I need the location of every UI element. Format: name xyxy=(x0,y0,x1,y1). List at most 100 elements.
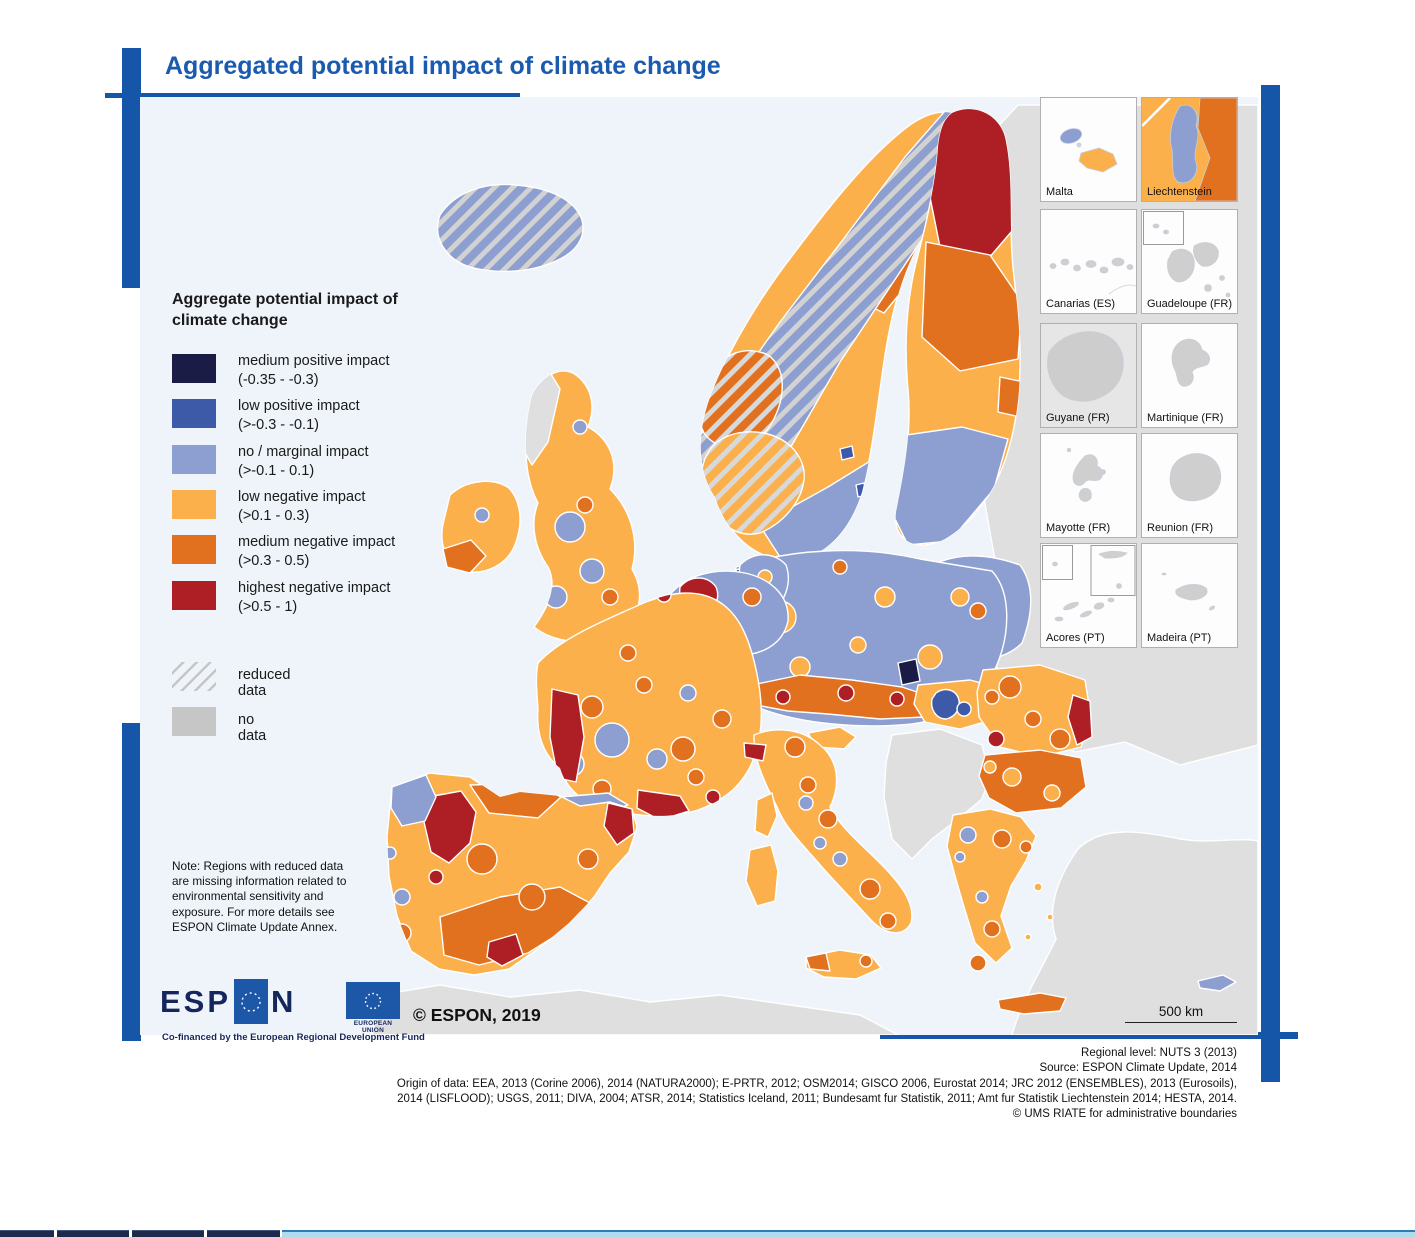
inset-malta: Malta xyxy=(1040,97,1137,202)
espon-logo-letters-left: ESP xyxy=(160,983,232,1019)
inset-label: Martinique (FR) xyxy=(1147,412,1224,424)
inset-label: Reunion (FR) xyxy=(1147,522,1214,534)
region-iberia-red xyxy=(423,790,635,967)
inset-label: Mayotte (FR) xyxy=(1046,522,1111,534)
region-greece-orange xyxy=(969,829,1033,972)
region-france-orange-patches xyxy=(580,644,732,799)
attribution-block: Regional level: NUTS 3 (2013) Source: ES… xyxy=(307,1046,1237,1122)
scale-bar-label: 500 km xyxy=(1158,1004,1204,1019)
region-france-red xyxy=(549,593,721,816)
eu-flag-caption: EUROPEAN UNION xyxy=(353,1020,393,1034)
cofinance-text: Co-financed by the European Regional Dev… xyxy=(162,1032,425,1043)
legend-label: no / marginal impact xyxy=(238,444,369,460)
legend-range: (>-0.3 - -0.1) xyxy=(238,417,319,433)
legend-label: reduced data xyxy=(238,667,291,699)
espon-logo-letters-right: N xyxy=(271,983,297,1019)
no-data-swatch xyxy=(172,707,216,736)
taskbar-tab[interactable] xyxy=(0,1230,54,1237)
inset-reunion: Reunion (FR) xyxy=(1141,433,1238,538)
inset-label: Malta xyxy=(1046,186,1073,198)
region-west-balkans xyxy=(883,728,991,860)
region-hungary-blue xyxy=(930,688,972,720)
region-sicily-orange xyxy=(805,952,873,972)
taskbar-tab[interactable] xyxy=(57,1230,129,1237)
legend-swatch xyxy=(172,535,216,564)
legend-range: (>0.3 - 0.5) xyxy=(238,553,310,569)
region-greece xyxy=(946,808,1054,964)
legend-label: no data xyxy=(238,712,267,744)
map-note: Note: Regions with reduced data are miss… xyxy=(172,859,347,934)
inset-label: Guyane (FR) xyxy=(1046,412,1110,424)
inset-madeira: Madeira (PT) xyxy=(1141,543,1238,648)
legend-swatch xyxy=(172,445,216,474)
region-iberia-orange xyxy=(392,782,599,966)
legend-swatch xyxy=(172,490,216,519)
legend-range: (>-0.1 - 0.1) xyxy=(238,463,315,479)
legend-title: Aggregate potential impact of climate ch… xyxy=(172,291,398,329)
europe-map-panel: Aggregate potential impact of climate ch… xyxy=(140,97,1258,1043)
legend-swatch xyxy=(172,399,216,428)
inset-label: Acores (PT) xyxy=(1046,632,1105,644)
region-italy-orange xyxy=(784,736,897,930)
legend-label: low negative impact xyxy=(238,489,366,505)
region-finland-south xyxy=(895,426,1009,546)
region-italy-red xyxy=(743,742,767,762)
attribution-line: 2014 (LISFLOOD); USGS, 2011; DIVA, 2004;… xyxy=(397,1092,1237,1105)
region-iceland xyxy=(436,183,584,273)
region-romania-orange xyxy=(984,675,1071,750)
legend-label: medium positive impact xyxy=(238,353,390,369)
inset-guyane: Guyane (FR) xyxy=(1040,323,1137,428)
inset-canarias: Canarias (ES) xyxy=(1040,209,1137,314)
legend-label: low positive impact xyxy=(238,398,360,414)
legend-swatch xyxy=(172,354,216,383)
eu-stars-icon xyxy=(241,991,261,1012)
legend-label: highest negative impact xyxy=(238,580,391,596)
title-underline xyxy=(105,93,520,98)
legend-range: (>0.1 - 0.3) xyxy=(238,508,310,524)
region-ireland-peri xyxy=(474,507,490,523)
region-iberia-peri xyxy=(387,774,437,906)
region-bulgaria xyxy=(978,749,1087,814)
region-romania-red xyxy=(987,694,1093,748)
espon-logo: ESP N EUROPEAN UNION Co-financed by the … xyxy=(160,979,490,1049)
region-alps-red xyxy=(775,684,905,707)
inset-martinique: Martinique (FR) xyxy=(1141,323,1238,428)
inset-guadeloupe: Guadeloupe (FR) xyxy=(1141,209,1238,314)
attribution-line: Regional level: NUTS 3 (2013) xyxy=(1081,1047,1237,1059)
region-north-africa xyxy=(371,984,899,1035)
inset-acores: Acores (PT) xyxy=(1040,543,1137,648)
attribution-line: Source: ESPON Climate Update, 2014 xyxy=(1039,1062,1237,1075)
legend-range: (>0.5 - 1) xyxy=(238,599,298,615)
inset-label: Liechtenstein xyxy=(1147,186,1212,198)
accent-bar-top-left xyxy=(122,48,141,288)
region-cyprus xyxy=(1197,974,1237,992)
legend-label: medium negative impact xyxy=(238,534,396,550)
region-uk-peri-patches xyxy=(544,419,605,609)
inset-label: Madeira (PT) xyxy=(1147,632,1212,644)
reduced-data-swatch xyxy=(172,662,216,691)
accent-bar-left-lower xyxy=(122,723,141,1041)
legend-range: (-0.35 - -0.3) xyxy=(238,372,319,388)
region-central-orange-patches xyxy=(832,559,987,620)
eu-flag-icon xyxy=(346,982,400,1019)
taskbar-tab[interactable] xyxy=(132,1230,204,1237)
espon-logo-o-box xyxy=(234,979,269,1024)
region-greece-peri xyxy=(954,826,989,904)
inset-liechtenstein: Liechtenstein xyxy=(1141,97,1238,202)
region-bulgaria-yellow xyxy=(983,760,1061,802)
accent-bar-right xyxy=(1261,85,1280,1082)
page-title: Aggregated potential impact of climate c… xyxy=(165,52,721,80)
inset-label: Canarias (ES) xyxy=(1046,298,1116,310)
scale-bar: 500 km xyxy=(1125,1004,1237,1023)
inset-mayotte: Mayotte (FR) xyxy=(1040,433,1137,538)
attribution-line: Origin of data: EEA, 2013 (Corine 2006),… xyxy=(396,1077,1237,1090)
accent-bottom-line xyxy=(880,1032,1298,1039)
region-uk-orange-patches xyxy=(576,496,619,606)
region-ireland-sw xyxy=(442,539,487,574)
attribution-line: © UMS RIATE for administrative boundarie… xyxy=(1012,1108,1237,1121)
inset-label: Guadeloupe (FR) xyxy=(1147,298,1232,310)
region-finland-mid xyxy=(921,241,1021,372)
taskbar-tab[interactable] xyxy=(207,1230,280,1237)
window-edge-strip xyxy=(282,1230,1415,1237)
